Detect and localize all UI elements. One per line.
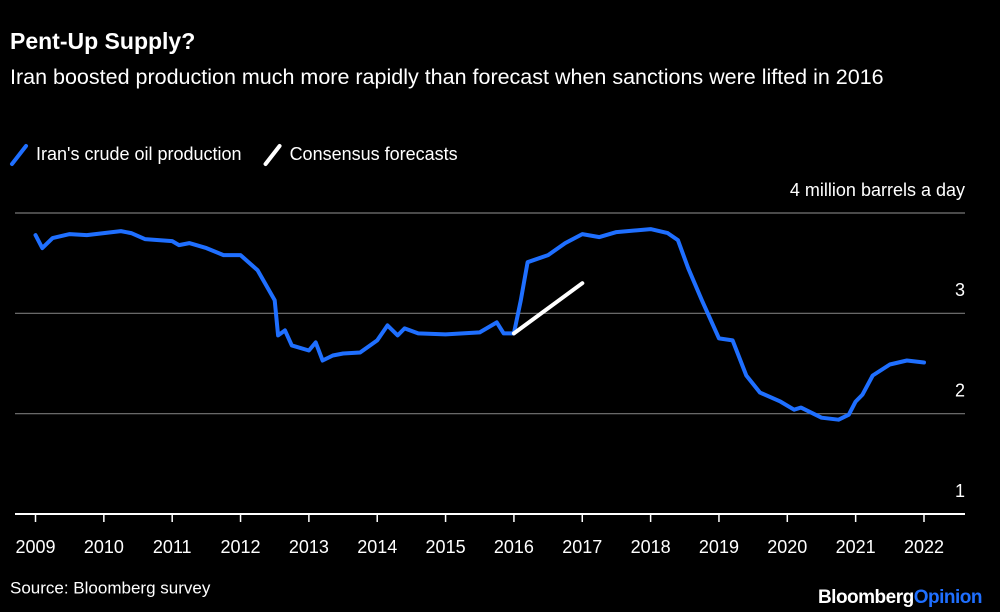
y-tick-label: 2 (955, 380, 965, 400)
x-tick-label: 2014 (357, 537, 397, 557)
x-tick-label: 2012 (221, 537, 261, 557)
y-tick-label: 3 (955, 280, 965, 300)
legend-swatch (263, 144, 282, 166)
x-tick-label: 2018 (631, 537, 671, 557)
source-note: Source: Bloomberg survey (10, 578, 211, 597)
x-tick-label: 2019 (699, 537, 739, 557)
x-tick-label: 2022 (904, 537, 944, 557)
x-tick-label: 2021 (836, 537, 876, 557)
logo: BloombergOpinion (818, 587, 982, 608)
legend-swatch (10, 144, 28, 166)
data-line (511, 281, 585, 336)
chart-title: Pent-Up Supply? (10, 28, 196, 54)
logo-word: Bloomberg (818, 587, 914, 608)
y-tick-label: 4 million barrels a day (790, 180, 965, 200)
x-tick-label: 2009 (15, 537, 55, 557)
logo-word: Opinion (914, 587, 982, 608)
legend-label: Consensus forecasts (290, 144, 458, 164)
data-line (33, 227, 926, 422)
chart-subtitle: Iran boosted production much more rapidl… (10, 65, 884, 89)
x-tick-label: 2016 (494, 537, 534, 557)
x-tick-label: 2020 (767, 537, 807, 557)
x-tick-label: 2013 (289, 537, 329, 557)
legend-label: Iran's crude oil production (36, 144, 242, 164)
x-tick-label: 2017 (562, 537, 602, 557)
y-tick-label: 1 (955, 481, 965, 501)
x-tick-label: 2010 (84, 537, 124, 557)
x-tick-label: 2011 (153, 537, 192, 557)
x-tick-label: 2015 (426, 537, 466, 557)
